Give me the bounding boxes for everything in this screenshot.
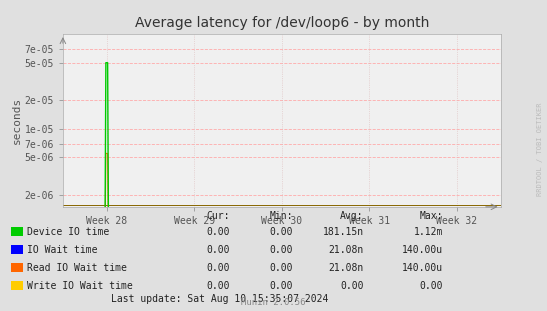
- Text: 0.00: 0.00: [206, 227, 230, 237]
- Text: 140.00u: 140.00u: [402, 245, 443, 255]
- Text: 140.00u: 140.00u: [402, 263, 443, 273]
- Text: RRDTOOL / TOBI OETIKER: RRDTOOL / TOBI OETIKER: [537, 103, 543, 196]
- Text: 181.15n: 181.15n: [323, 227, 364, 237]
- Text: 0.00: 0.00: [269, 281, 293, 291]
- Text: Munin 2.0.56: Munin 2.0.56: [241, 298, 306, 307]
- Text: 0.00: 0.00: [420, 281, 443, 291]
- Text: Last update: Sat Aug 10 15:35:07 2024: Last update: Sat Aug 10 15:35:07 2024: [111, 294, 328, 304]
- Title: Average latency for /dev/loop6 - by month: Average latency for /dev/loop6 - by mont…: [135, 16, 429, 30]
- Text: Max:: Max:: [420, 211, 443, 221]
- Text: 0.00: 0.00: [206, 263, 230, 273]
- Text: IO Wait time: IO Wait time: [27, 245, 98, 255]
- Text: 1.12m: 1.12m: [414, 227, 443, 237]
- Text: Min:: Min:: [269, 211, 293, 221]
- Text: 0.00: 0.00: [269, 227, 293, 237]
- Text: Write IO Wait time: Write IO Wait time: [27, 281, 133, 291]
- Y-axis label: seconds: seconds: [11, 97, 22, 144]
- Text: 0.00: 0.00: [206, 281, 230, 291]
- Text: Read IO Wait time: Read IO Wait time: [27, 263, 127, 273]
- Text: 21.08n: 21.08n: [329, 263, 364, 273]
- Text: 0.00: 0.00: [269, 245, 293, 255]
- Text: Cur:: Cur:: [206, 211, 230, 221]
- Text: Avg:: Avg:: [340, 211, 364, 221]
- Text: 0.00: 0.00: [340, 281, 364, 291]
- Text: 0.00: 0.00: [269, 263, 293, 273]
- Text: 21.08n: 21.08n: [329, 245, 364, 255]
- Text: 0.00: 0.00: [206, 245, 230, 255]
- Text: Device IO time: Device IO time: [27, 227, 109, 237]
